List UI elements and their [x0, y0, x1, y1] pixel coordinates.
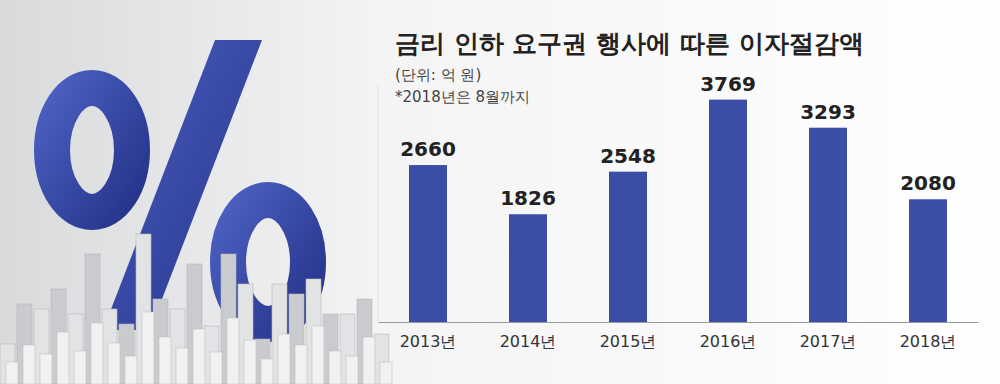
- bar: [909, 199, 947, 322]
- building: [329, 351, 341, 384]
- building: [176, 348, 188, 384]
- building: [312, 326, 324, 384]
- x-tick-label: 2013년: [400, 332, 457, 351]
- building: [227, 318, 239, 384]
- x-tick-label: 2015년: [600, 332, 657, 351]
- bar: [709, 100, 747, 322]
- data-label: 3769: [700, 72, 756, 96]
- building: [363, 337, 375, 384]
- building: [74, 351, 86, 384]
- building: [57, 332, 69, 384]
- x-tick-label: 2014년: [500, 332, 557, 351]
- background: [0, 0, 1000, 384]
- chart-title: 금리 인하 요구권 행사에 따른 이자절감액: [395, 29, 864, 58]
- building: [6, 362, 18, 384]
- x-tick-label: 2016년: [700, 332, 757, 351]
- decoration: [0, 40, 392, 384]
- x-tick: 2014년: [500, 332, 557, 351]
- bars: [409, 100, 947, 322]
- data-label: 1826: [500, 186, 556, 210]
- building: [159, 337, 171, 384]
- x-axis: 2013년 2014년 2015년 2016년 2017년 2018년: [379, 323, 979, 352]
- building: [193, 329, 205, 384]
- x-tick: 2015년: [600, 332, 657, 351]
- building: [278, 334, 290, 384]
- annotation: *2018년은 8월까지: [395, 88, 530, 106]
- building: [261, 359, 273, 384]
- building: [142, 312, 154, 384]
- data-labels: 2660 1826 2548 3769 3293 2080: [400, 72, 956, 211]
- building: [346, 356, 358, 384]
- x-tick: 2017년: [800, 332, 857, 351]
- x-tick: 2013년: [400, 332, 457, 351]
- bar: [509, 214, 547, 322]
- bar: [809, 128, 847, 322]
- data-label: 2548: [600, 144, 656, 168]
- x-tick-label: 2018년: [900, 332, 957, 351]
- bar: [609, 172, 647, 322]
- data-label: 2660: [400, 137, 456, 161]
- percent-ring: [52, 88, 132, 212]
- chart-svg: 금리 인하 요구권 행사에 따른 이자절감액 (단위: 억 원) *2018년은 8…: [0, 0, 1000, 384]
- building: [91, 323, 103, 384]
- building: [295, 345, 307, 384]
- chart-subtitle: (단위: 억 원): [395, 66, 481, 84]
- building: [108, 343, 120, 384]
- y-axis-line: [378, 86, 379, 322]
- building: [125, 356, 137, 384]
- building: [380, 362, 392, 384]
- x-axis-line: [379, 322, 979, 323]
- x-tick: 2018년: [900, 332, 957, 351]
- bar: [409, 165, 447, 322]
- building: [244, 340, 256, 384]
- x-tick-label: 2017년: [800, 332, 857, 351]
- x-tick: 2016년: [700, 332, 757, 351]
- building: [40, 354, 52, 384]
- building: [23, 345, 35, 384]
- data-label: 3293: [800, 100, 856, 124]
- data-label: 2080: [900, 171, 956, 195]
- building: [210, 352, 222, 384]
